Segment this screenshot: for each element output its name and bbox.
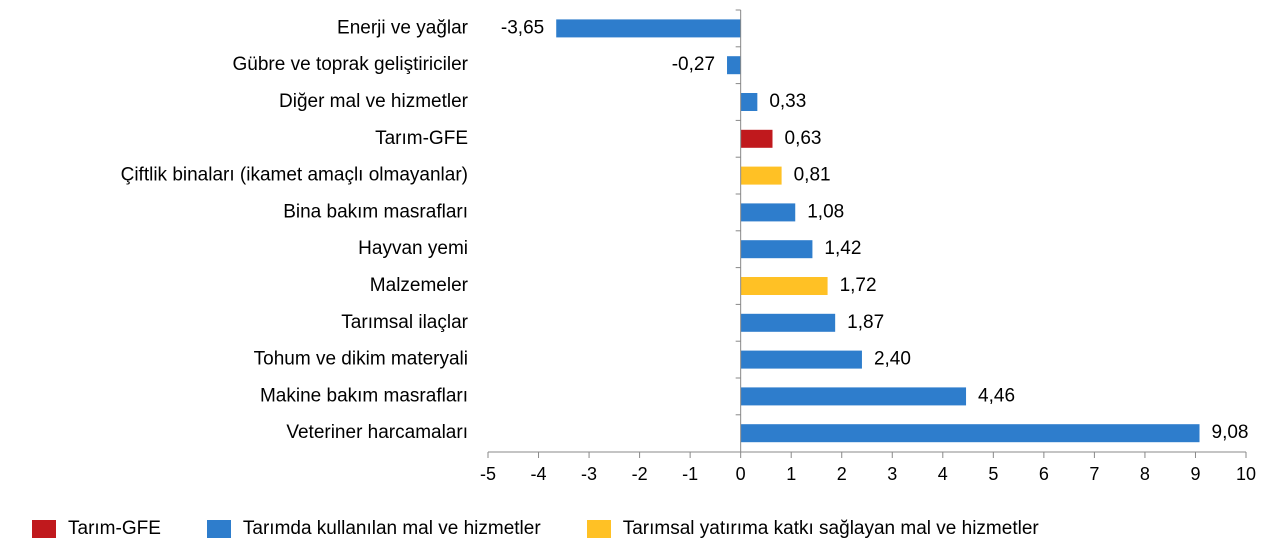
legend: Tarım-GFE Tarımda kullanılan mal ve hizme…: [32, 514, 1272, 544]
category-label: Veteriner harcamaları: [286, 422, 468, 443]
bar: [740, 129, 773, 148]
axes: [488, 9, 1246, 453]
bars: [556, 19, 1200, 443]
bar: [740, 277, 828, 295]
bar: [740, 93, 758, 111]
category-label: Bina bakım masrafları: [283, 201, 468, 222]
x-tick-label: 1: [786, 464, 796, 484]
category-label: Makine bakım masrafları: [260, 385, 468, 406]
value-label: 1,72: [840, 275, 877, 296]
value-label: 1,08: [807, 201, 844, 222]
legend-item: Tarımda kullanılan mal ve hizmetler: [206, 518, 541, 540]
value-label: 9,08: [1212, 422, 1249, 443]
x-tick-label: 4: [938, 464, 948, 484]
bar: [556, 19, 741, 38]
category-label: Hayvan yemi: [358, 238, 468, 259]
value-label: 2,40: [874, 349, 911, 370]
legend-swatch: [206, 520, 231, 538]
x-axis-ticks: -5 -4 -3 -2 -1 0 1 2 3 4 5 6 7 8 9 10: [480, 452, 1256, 484]
value-label: 0,33: [769, 91, 806, 112]
value-label: -0,27: [672, 54, 715, 75]
x-tick-label: 2: [837, 464, 847, 484]
bar: [740, 424, 1200, 443]
bar-chart: Enerji ve yağlar Gübre ve toprak geliştir…: [121, 9, 1256, 484]
category-label: Enerji ve yağlar: [337, 17, 469, 38]
category-label: Tohum ve dikim materyali: [254, 349, 468, 370]
value-label: 1,42: [824, 238, 861, 259]
category-label: Gübre ve toprak geliştiriciler: [233, 54, 469, 75]
legend-label: Tarımsal yatırıma katkı sağlayan mal ve …: [622, 518, 1039, 539]
x-tick-label: -2: [632, 464, 648, 484]
bar: [740, 387, 967, 406]
value-label: -3,65: [501, 17, 544, 38]
x-tick-label: -3: [581, 464, 597, 484]
value-labels: -3,65 -0,27 0,33 0,63 0,81 1,08 1,42 1,72 1,87 2,…: [501, 17, 1249, 443]
x-tick-label: 8: [1140, 464, 1150, 484]
bar: [740, 240, 813, 259]
bar: [740, 313, 836, 332]
category-label: Diğer mal ve hizmetler: [279, 91, 469, 112]
value-label: 0,63: [785, 128, 822, 149]
value-label: 1,87: [847, 312, 884, 333]
bar: [740, 166, 782, 185]
x-tick-label: 9: [1190, 464, 1200, 484]
category-label: Malzemeler: [370, 275, 469, 296]
category-labels: Enerji ve yağlar Gübre ve toprak geliştir…: [121, 17, 469, 443]
legend-item: Tarım-GFE: [32, 518, 161, 540]
x-tick-label: 10: [1236, 464, 1256, 484]
x-tick-label: -1: [682, 464, 698, 484]
x-tick-label: 7: [1089, 464, 1099, 484]
category-label: Tarımsal ilaçlar: [341, 312, 468, 333]
value-label: 4,46: [978, 385, 1015, 406]
legend-item: Tarımsal yatırıma katkı sağlayan mal ve …: [586, 518, 1039, 540]
legend-label: Tarımda kullanılan mal ve hizmetler: [242, 518, 541, 539]
value-label: 0,81: [794, 165, 831, 186]
x-tick-label: 5: [988, 464, 998, 484]
bar: [740, 203, 796, 222]
category-label: Çiftlik binaları (ikamet amaçlı olmayanl…: [121, 165, 468, 186]
bar: [727, 56, 741, 75]
x-tick-label: 0: [736, 464, 746, 484]
x-tick-label: 3: [887, 464, 897, 484]
x-tick-label: -4: [531, 464, 547, 484]
bar: [740, 350, 862, 369]
x-tick-label: 6: [1039, 464, 1049, 484]
x-tick-label: -5: [480, 464, 496, 484]
legend-label: Tarım-GFE: [68, 518, 161, 539]
legend-swatch: [32, 520, 56, 538]
category-label: Tarım-GFE: [375, 128, 468, 149]
legend-swatch: [586, 520, 611, 538]
